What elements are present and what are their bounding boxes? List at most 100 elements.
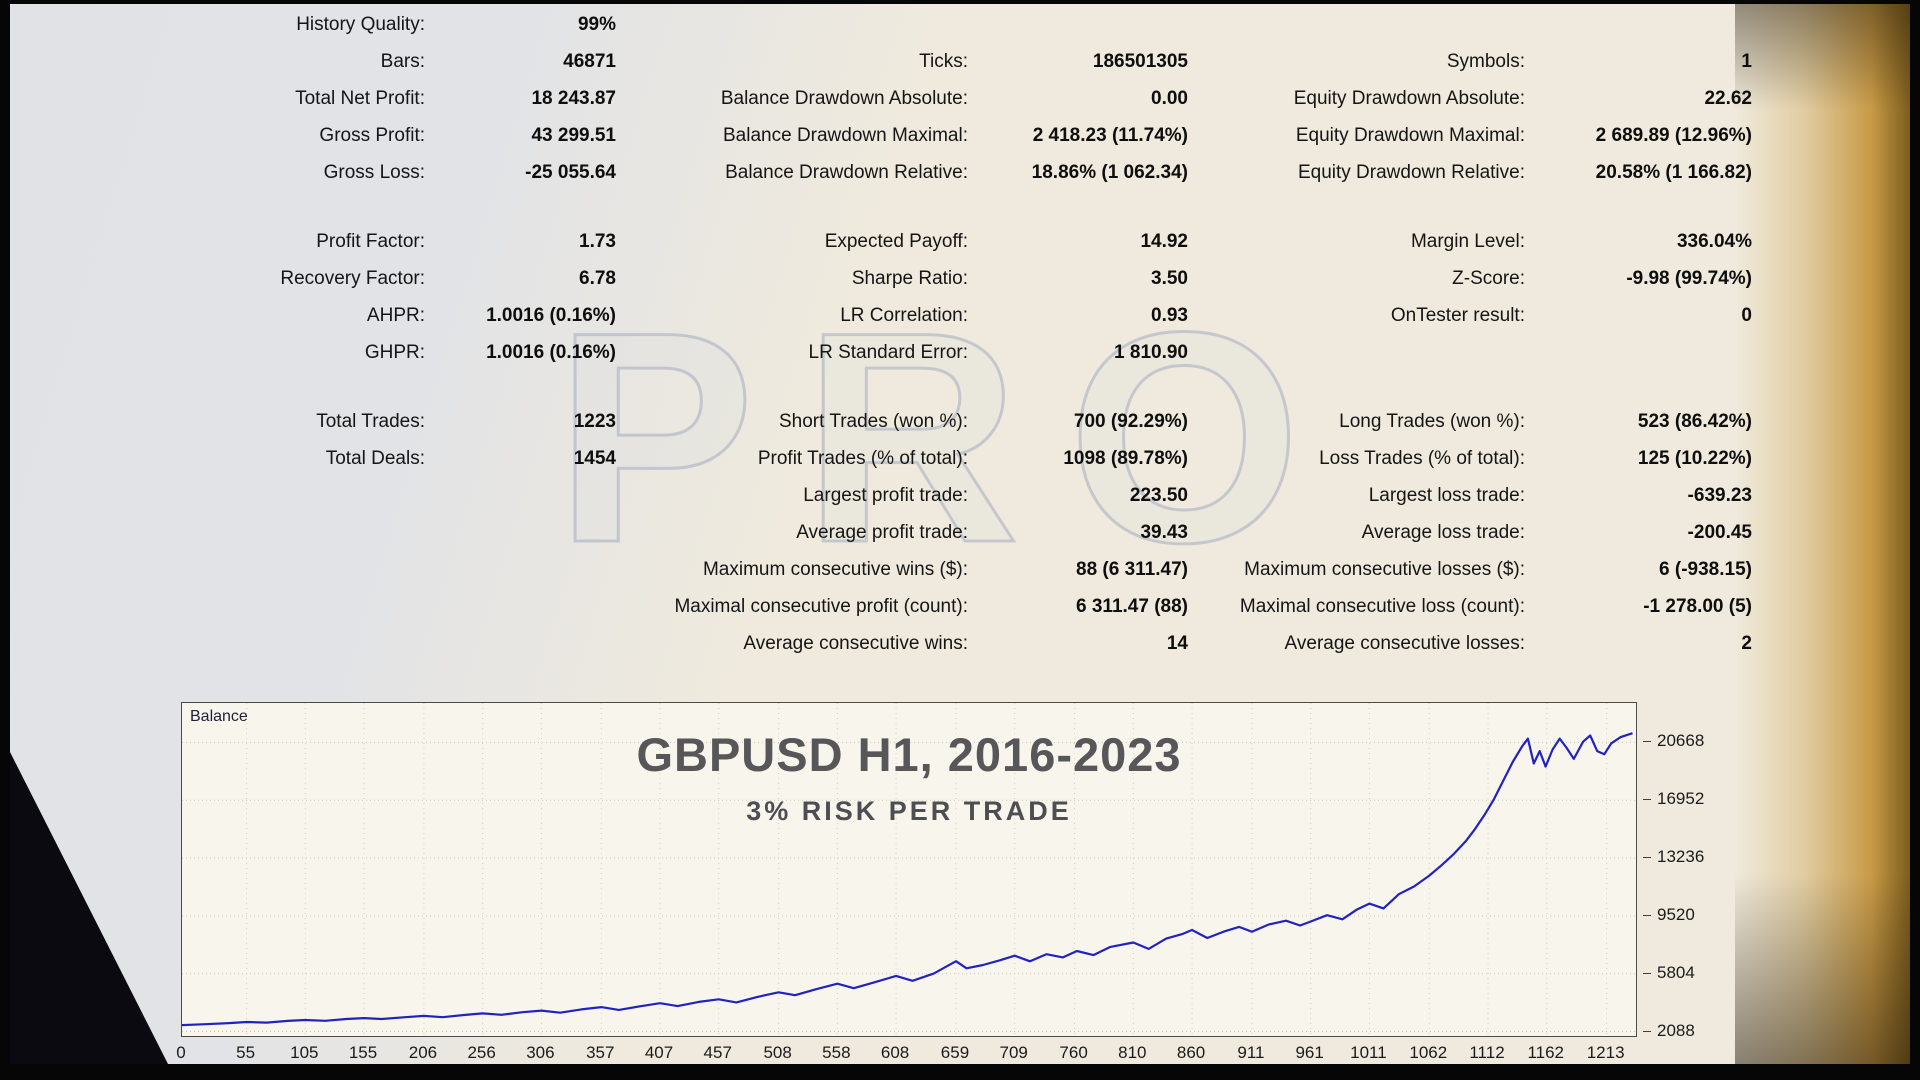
report-background: PRO History Quality: 99% Bars: 46871 Ticks: 1… — [10, 4, 1910, 1064]
stats-gap — [10, 371, 1752, 403]
y-tick-label: 20668 — [1643, 731, 1704, 751]
y-tick-label: 16952 — [1643, 789, 1704, 809]
stat-label: Balance Drawdown Maximal: — [723, 125, 968, 146]
stat-label: Bars: — [380, 51, 425, 72]
stat-label — [616, 6, 968, 43]
stat-value: 186501305 — [1092, 51, 1188, 72]
stat-value: -9.98 (99.74%) — [1626, 268, 1752, 289]
stat-label: Short Trades (won %): — [778, 411, 968, 432]
stat-value: 1.73 — [579, 231, 616, 252]
x-tick-label: 1213 — [1586, 1043, 1625, 1062]
stat-value: 2 689.89 (12.96%) — [1595, 125, 1752, 146]
stat-label — [10, 514, 425, 551]
stat-value: 1 810.90 — [1114, 342, 1188, 363]
stat-label: Maximum consecutive losses ($): — [1244, 559, 1525, 580]
stat-label: Maximal consecutive profit (count): — [674, 596, 968, 617]
corner-triangle — [10, 752, 168, 1064]
stat-value: -200.45 — [1687, 522, 1752, 543]
stat-value: 39.43 — [1140, 522, 1188, 543]
stat-value: 1.0016 (0.16%) — [486, 342, 616, 363]
stat-value: 6 311.47 (88) — [1076, 596, 1188, 617]
stat-value: 0 — [1741, 305, 1752, 326]
stat-value: 1.0016 (0.16%) — [486, 305, 616, 326]
stat-value: -639.23 — [1687, 485, 1752, 506]
stat-label: GHPR: — [364, 342, 425, 363]
stat-value — [968, 6, 1188, 43]
stat-label: Profit Trades (% of total): — [757, 448, 968, 469]
stat-value: 523 (86.42%) — [1637, 411, 1752, 432]
stat-value: 18 243.87 — [531, 88, 616, 109]
stat-value — [425, 625, 616, 662]
stat-value — [425, 551, 616, 588]
stat-label: Profit Factor: — [316, 231, 425, 252]
y-tick-label: 13236 — [1643, 847, 1704, 867]
stat-label — [1188, 334, 1525, 371]
stat-value: 22.62 — [1704, 88, 1752, 109]
stat-label — [10, 625, 425, 662]
stat-label: Average profit trade: — [796, 522, 968, 543]
stat-value: 2 — [1741, 633, 1752, 654]
stat-value: 1 — [1741, 51, 1752, 72]
stat-value: 43 299.51 — [531, 125, 616, 146]
y-tick-label: 2088 — [1643, 1021, 1695, 1041]
stat-label: LR Standard Error: — [808, 342, 968, 363]
gold-accent-band — [1735, 4, 1910, 1064]
stat-value: 14.92 — [1140, 231, 1188, 252]
stat-label: Balance Drawdown Absolute: — [720, 88, 968, 109]
stat-label: Margin Level: — [1410, 231, 1525, 252]
stat-value: 88 (6 311.47) — [1076, 559, 1188, 580]
stat-label: Loss Trades (% of total): — [1319, 448, 1525, 469]
stat-value: -25 055.64 — [525, 162, 616, 183]
stat-label: Expected Payoff: — [824, 231, 968, 252]
stat-value: 223.50 — [1129, 485, 1188, 506]
stat-label: Equity Drawdown Maximal: — [1295, 125, 1525, 146]
stat-label: Total Net Profit: — [295, 88, 425, 109]
stat-value: 20.58% (1 166.82) — [1595, 162, 1752, 183]
stat-value: 2 418.23 (11.74%) — [1032, 125, 1188, 146]
stat-label: Total Deals: — [325, 448, 425, 469]
stat-label: Equity Drawdown Relative: — [1297, 162, 1525, 183]
stat-value: 18.86% (1 062.34) — [1031, 162, 1188, 183]
stat-label: Equity Drawdown Absolute: — [1293, 88, 1525, 109]
stat-value: 1098 (89.78%) — [1063, 448, 1188, 469]
stat-value: 336.04% — [1676, 231, 1752, 252]
stats-grid: History Quality: 99% Bars: 46871 Ticks: 18650… — [10, 6, 1752, 662]
y-tick-label: 5804 — [1643, 963, 1695, 983]
stats-gap — [10, 191, 1752, 223]
stat-label — [10, 588, 425, 625]
stat-label — [10, 551, 425, 588]
stat-label: Symbols: — [1446, 51, 1525, 72]
stat-label — [10, 477, 425, 514]
stat-label: Average consecutive wins: — [743, 633, 968, 654]
stat-label: Balance Drawdown Relative: — [725, 162, 968, 183]
stat-value — [1525, 334, 1752, 371]
stat-value: 14 — [1166, 633, 1188, 654]
stat-value: 3.50 — [1151, 268, 1188, 289]
stat-label: Sharpe Ratio: — [851, 268, 968, 289]
stat-label: Largest loss trade: — [1368, 485, 1525, 506]
y-tick-label: 9520 — [1643, 905, 1695, 925]
stat-value: 1223 — [573, 411, 616, 432]
stat-value — [1525, 6, 1752, 43]
stat-label: Average loss trade: — [1361, 522, 1525, 543]
stat-value: 6.78 — [579, 268, 616, 289]
stat-label: Maximal consecutive loss (count): — [1239, 596, 1525, 617]
stat-value: 125 (10.22%) — [1637, 448, 1752, 469]
stat-label: Total Trades: — [316, 411, 425, 432]
stat-label: Average consecutive losses: — [1284, 633, 1525, 654]
stat-label: Ticks: — [919, 51, 968, 72]
stat-value: 0.93 — [1151, 305, 1188, 326]
stat-label: LR Correlation: — [840, 305, 968, 326]
stat-label: Gross Loss: — [323, 162, 425, 183]
stat-label: Maximum consecutive wins ($): — [702, 559, 968, 580]
stat-value: 1454 — [573, 448, 616, 469]
balance-line — [182, 732, 1633, 1027]
stat-label: AHPR: — [366, 305, 425, 326]
stat-value: -1 278.00 (5) — [1643, 596, 1752, 617]
stat-value: 6 (-938.15) — [1659, 559, 1752, 580]
stat-value: 99% — [577, 14, 616, 35]
stat-label: Gross Profit: — [319, 125, 425, 146]
stat-label: OnTester result: — [1390, 305, 1525, 326]
stat-value: 46871 — [563, 51, 616, 72]
stat-value — [425, 588, 616, 625]
